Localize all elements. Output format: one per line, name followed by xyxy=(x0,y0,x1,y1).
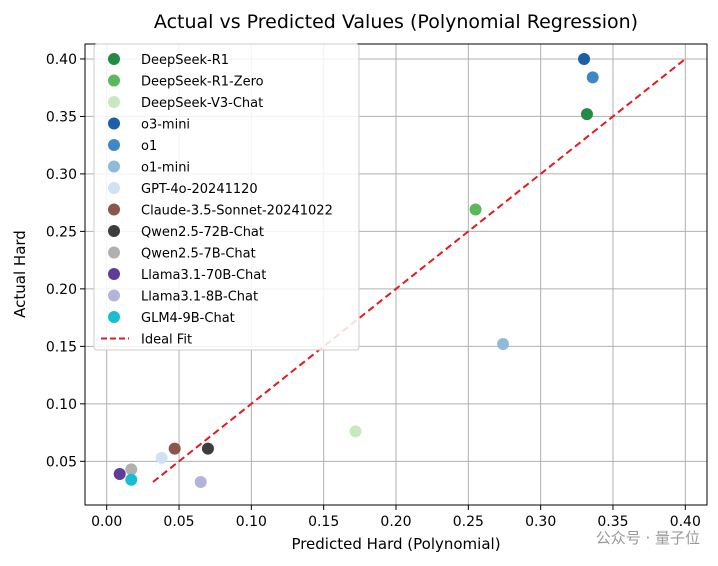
legend-label: Claude-3.5-Sonnet-20241022 xyxy=(141,204,333,219)
data-points xyxy=(113,52,599,489)
chart-title: Actual vs Predicted Values (Polynomial R… xyxy=(154,11,638,33)
data-point xyxy=(125,463,138,476)
x-tick-label: 0.35 xyxy=(597,514,628,530)
legend-marker xyxy=(108,289,120,302)
data-point xyxy=(194,476,207,489)
legend-label: Qwen2.5-7B-Chat xyxy=(141,247,256,262)
legend-marker xyxy=(108,96,120,108)
y-axis-label: Actual Hard xyxy=(11,230,29,318)
legend-label: o1 xyxy=(141,139,157,154)
legend-label: Qwen2.5-72B-Chat xyxy=(141,225,264,240)
data-point xyxy=(469,203,482,216)
y-tick-label: 0.05 xyxy=(46,454,77,470)
ideal-fit-line-segment xyxy=(152,58,686,483)
x-tick-label: 0.00 xyxy=(91,514,122,530)
legend-marker xyxy=(108,246,120,259)
data-point xyxy=(349,425,362,438)
legend-marker xyxy=(108,225,120,237)
data-point xyxy=(113,467,126,480)
legend-label: Llama3.1-70B-Chat xyxy=(141,268,266,283)
legend-label: DeepSeek-R1-Zero xyxy=(141,75,264,90)
watermark: 公众号 · 量子位 xyxy=(595,529,700,547)
y-tick-label: 0.25 xyxy=(46,224,77,240)
data-point xyxy=(155,451,168,464)
legend-marker xyxy=(108,139,120,151)
legend-label: DeepSeek-V3-Chat xyxy=(141,96,263,111)
legend-marker xyxy=(108,160,120,173)
legend-marker xyxy=(108,53,120,65)
data-point xyxy=(201,442,214,455)
legend-marker xyxy=(108,311,120,323)
legend-marker xyxy=(108,117,120,130)
legend-marker xyxy=(108,268,120,280)
legend-label: o1-mini xyxy=(141,161,190,176)
x-axis-label: Predicted Hard (Polynomial) xyxy=(291,535,500,553)
x-axis: 0.00 0.05 0.10 0.15 0.20 0.25 0.30 0.35 0.40 xyxy=(91,505,701,530)
data-point xyxy=(125,473,138,486)
data-point xyxy=(580,108,593,121)
legend-frame xyxy=(93,43,360,351)
legend-label: o3-mini xyxy=(141,118,190,133)
y-tick-label: 0.30 xyxy=(46,167,77,183)
y-tick-label: 0.35 xyxy=(46,109,77,125)
data-point xyxy=(497,338,510,351)
legend: DeepSeek-R1 DeepSeek-R1-Zero DeepSeek-V3-C… xyxy=(93,43,360,351)
y-tick-label: 0.10 xyxy=(46,397,77,413)
legend-marker xyxy=(108,203,120,216)
legend-label: GPT-4o-20241120 xyxy=(141,182,258,197)
legend-marker xyxy=(108,182,120,194)
x-tick-label: 0.30 xyxy=(525,514,556,530)
x-tick-label: 0.15 xyxy=(308,514,339,530)
data-point xyxy=(168,442,181,455)
y-tick-label: 0.15 xyxy=(46,339,77,355)
ideal-fit-line xyxy=(152,58,686,483)
y-tick-label: 0.40 xyxy=(46,52,77,68)
legend-label: DeepSeek-R1 xyxy=(141,53,229,68)
legend-label: GLM4-9B-Chat xyxy=(141,311,235,326)
x-tick-label: 0.25 xyxy=(453,514,484,530)
legend-marker xyxy=(108,74,120,87)
x-tick-label: 0.20 xyxy=(380,514,411,530)
x-tick-label: 0.40 xyxy=(670,514,701,530)
data-point xyxy=(586,71,599,84)
y-tick-label: 0.20 xyxy=(46,282,77,298)
x-tick-label: 0.10 xyxy=(236,514,267,530)
legend-label: Llama3.1-8B-Chat xyxy=(141,290,258,305)
legend-label-ideal-fit: Ideal Fit xyxy=(141,333,192,348)
data-point xyxy=(578,52,591,65)
x-tick-label: 0.05 xyxy=(163,514,194,530)
y-axis: 0.05 0.10 0.15 0.20 0.25 0.30 0.35 0.40 xyxy=(46,52,85,470)
